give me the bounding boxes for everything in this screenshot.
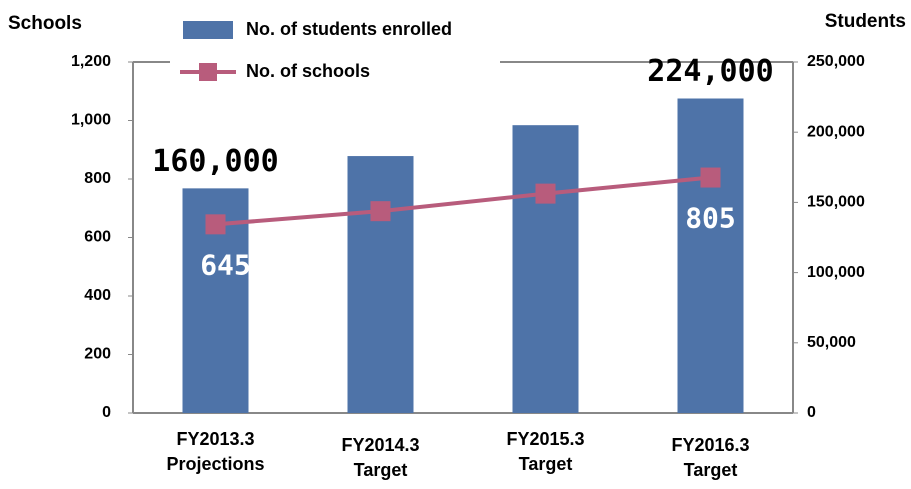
y-tick-label: 1,200 [71, 53, 111, 70]
data-label: 805 [685, 202, 736, 235]
marker [370, 201, 391, 222]
x-tick-label: Target [684, 460, 738, 480]
data-label: 224,000 [647, 54, 773, 89]
y-tick-label: 800 [84, 170, 111, 187]
x-tick-label: FY2015.3 [506, 429, 584, 449]
x-tick-label: FY2016.3 [671, 435, 749, 455]
y-tick-label: 400 [84, 287, 111, 304]
y2-tick-label: 0 [807, 404, 816, 421]
x-tick-label: Target [519, 454, 573, 474]
y-tick-label: 200 [84, 346, 111, 363]
x-tick-label: FY2013.3 [176, 429, 254, 449]
legend-label: No. of schools [246, 61, 370, 81]
legend-swatch [199, 63, 217, 81]
legend-label: No. of students enrolled [246, 19, 452, 39]
bar [347, 156, 414, 413]
data-label: 645 [200, 248, 251, 281]
y2-axis-title: Students [825, 11, 906, 32]
y2-tick-label: 150,000 [807, 194, 865, 211]
y-tick-label: 600 [84, 229, 111, 246]
x-tick-label: Projections [166, 454, 264, 474]
marker [205, 214, 226, 235]
data-label: 160,000 [152, 144, 278, 179]
y2-tick-label: 50,000 [807, 334, 856, 351]
marker [535, 183, 556, 204]
line [215, 175, 711, 227]
bar [512, 125, 579, 414]
y-tick-label: 1,000 [71, 112, 111, 129]
y-tick-label: 0 [102, 404, 111, 421]
y-axis-title: Schools [8, 13, 82, 34]
bar [677, 98, 744, 413]
legend-swatch [183, 21, 233, 39]
marker [700, 167, 721, 188]
y2-tick-label: 200,000 [807, 123, 865, 140]
x-tick-label: Target [354, 460, 408, 480]
y2-tick-label: 100,000 [807, 264, 865, 281]
x-tick-label: FY2014.3 [341, 435, 419, 455]
y2-tick-label: 250,000 [807, 53, 865, 70]
